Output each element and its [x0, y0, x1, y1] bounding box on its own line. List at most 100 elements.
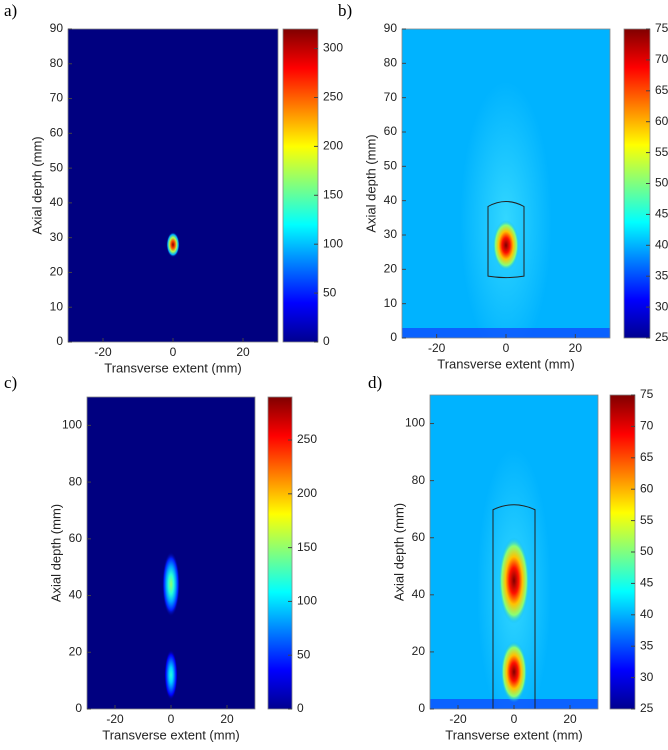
colorbar-tick-label: 30 [655, 299, 668, 313]
colorbar-tick-label: 60 [640, 481, 654, 495]
colorbar-tick-label: 50 [297, 647, 311, 661]
panel-label: d) [368, 373, 382, 392]
colorbar-tick-label: 60 [655, 114, 668, 128]
y-tick-label: 70 [50, 91, 64, 105]
colorbar-tick-label: 150 [297, 540, 317, 554]
y-tick-label: 0 [390, 330, 397, 344]
y-tick-label: 40 [50, 195, 64, 209]
y-tick-label: 40 [384, 193, 398, 207]
x-tick-label: 0 [168, 712, 175, 726]
x-tick-label: 20 [563, 712, 577, 726]
x-tick-label: 0 [503, 341, 510, 355]
y-tick-label: 80 [50, 56, 64, 70]
colorbar-tick-label: 250 [323, 90, 343, 104]
y-tick-label: 100 [62, 418, 82, 432]
colorbar [282, 28, 319, 343]
y-axis-label: Axial depth (mm) [363, 134, 378, 232]
y-tick-label: 90 [50, 21, 64, 35]
y-tick-label: 40 [69, 588, 83, 602]
panel-label: a) [4, 1, 17, 20]
heatmap-background [68, 29, 278, 342]
y-tick-label: 20 [384, 262, 398, 276]
colorbar-tick-label: 300 [323, 41, 343, 55]
y-tick-label: 0 [56, 334, 63, 348]
x-tick-label: 0 [170, 345, 177, 359]
colorbar [609, 394, 636, 710]
hotspot [162, 551, 180, 617]
y-tick-label: 90 [384, 21, 398, 35]
x-tick-label: 20 [220, 712, 234, 726]
colorbar-tick-label: 150 [323, 187, 343, 201]
colorbar [267, 396, 293, 710]
y-axis-label: Axial depth (mm) [391, 503, 406, 601]
colorbar-tick-label: 45 [640, 576, 654, 590]
x-tick-label: -20 [428, 341, 446, 355]
y-tick-label: 50 [50, 160, 64, 174]
plot-area [402, 29, 610, 338]
panel-label: b) [338, 1, 352, 20]
y-axis-label: Axial depth (mm) [29, 136, 44, 234]
colorbar-tick-label: 65 [655, 83, 668, 97]
y-tick-label: 30 [50, 230, 64, 244]
floor [430, 699, 598, 709]
hotspot [492, 220, 520, 271]
y-tick-label: 80 [384, 56, 398, 70]
hotspot [164, 649, 178, 701]
y-tick-label: 0 [418, 701, 425, 715]
y-tick-label: 30 [384, 227, 398, 241]
colorbar-tick-label: 100 [297, 594, 317, 608]
y-tick-label: 60 [69, 531, 83, 545]
colorbar-tick-label: 100 [323, 236, 343, 250]
hotspot [166, 232, 180, 258]
plot-area [68, 29, 278, 342]
plot-area [430, 395, 598, 709]
x-axis-label: Transverse extent (mm) [104, 360, 242, 375]
plume [460, 81, 552, 338]
colorbar-tick-label: 55 [640, 513, 654, 527]
y-tick-label: 20 [50, 265, 64, 279]
colorbar-tick-label: 25 [640, 701, 654, 715]
y-tick-label: 20 [412, 644, 426, 658]
floor [402, 328, 610, 338]
colorbar-tick-label: 55 [655, 145, 668, 159]
colorbar-tick-label: 50 [655, 176, 668, 190]
x-axis-label: Transverse extent (mm) [437, 356, 575, 371]
y-tick-label: 80 [412, 473, 426, 487]
colorbar-tick-label: 25 [655, 330, 668, 344]
y-tick-label: 10 [50, 299, 64, 313]
y-tick-label: 100 [405, 416, 425, 430]
colorbar-tick-label: 40 [655, 237, 668, 251]
y-tick-label: 0 [75, 701, 82, 715]
colorbar-tick-label: 70 [640, 419, 654, 433]
colorbar-tick-label: 30 [640, 670, 654, 684]
colorbar-tick-label: 40 [640, 607, 654, 621]
y-tick-label: 60 [384, 124, 398, 138]
y-axis-label: Axial depth (mm) [48, 504, 63, 602]
colorbar-tick-label: 0 [297, 701, 304, 715]
x-tick-label: 0 [511, 712, 518, 726]
colorbar-tick-label: 200 [323, 139, 343, 153]
x-axis-label: Transverse extent (mm) [102, 727, 240, 742]
x-axis-label: Transverse extent (mm) [445, 727, 583, 742]
colorbar-tick-label: 0 [323, 334, 330, 348]
colorbar-tick-label: 50 [323, 285, 337, 299]
contour [487, 201, 525, 279]
colorbar-tick-label: 200 [297, 486, 317, 500]
y-tick-label: 50 [384, 159, 398, 173]
y-tick-label: 40 [412, 587, 426, 601]
x-tick-label: 20 [569, 341, 583, 355]
colorbar-tick-label: 50 [640, 544, 654, 558]
y-tick-label: 10 [384, 296, 398, 310]
colorbar [623, 28, 651, 339]
colorbar-tick-label: 35 [640, 638, 654, 652]
colorbar-tick-label: 65 [640, 450, 654, 464]
x-tick-label: -20 [94, 345, 112, 359]
x-tick-label: 20 [236, 345, 250, 359]
hotspot [500, 641, 528, 703]
y-tick-label: 70 [384, 90, 398, 104]
x-tick-label: -20 [449, 712, 467, 726]
y-tick-label: 20 [69, 644, 83, 658]
contour [492, 504, 536, 709]
x-tick-label: -20 [106, 712, 124, 726]
